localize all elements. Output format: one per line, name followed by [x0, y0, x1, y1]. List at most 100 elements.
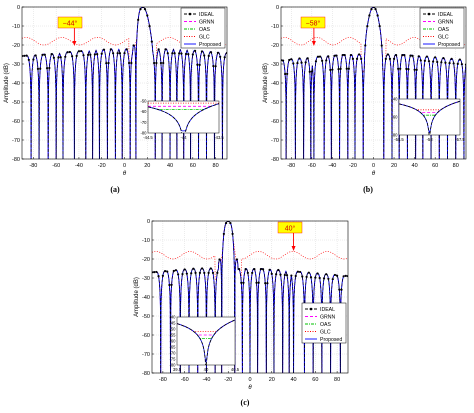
inset-curves: [399, 100, 460, 135]
ideal-marker: [283, 273, 286, 277]
ideal-marker: [314, 60, 318, 63]
inset-series-ideal: [148, 103, 219, 133]
ideal-marker: [378, 25, 381, 28]
ideal-marker: [172, 269, 175, 273]
ideal-marker: [168, 283, 171, 287]
ideal-marker: [77, 50, 81, 53]
ideal-marker: [207, 54, 210, 57]
ideal-marker: [405, 67, 408, 71]
ideal-marker: [89, 53, 92, 56]
x-tick-label: 0: [123, 163, 126, 169]
ideal-marker: [270, 272, 273, 275]
x-tick-label: 40: [167, 163, 173, 169]
y-tick-label: -10: [271, 24, 279, 30]
x-tick-label: 40: [290, 377, 296, 383]
ideal-marker: [125, 48, 128, 51]
x-tick-label: -40: [328, 163, 336, 169]
ideal-marker: [130, 61, 133, 65]
x-tick-label: -40: [75, 163, 83, 169]
ideal-marker: [419, 59, 422, 62]
subfigure-label: (a): [110, 185, 120, 194]
ideal-marker: [275, 273, 278, 276]
y-tick-label: -20: [142, 257, 150, 263]
y-tick-label: 0: [17, 5, 20, 11]
ideal-marker: [335, 54, 338, 57]
ideal-marker: [62, 167, 64, 169]
ideal-marker: [183, 268, 186, 271]
ideal-marker: [218, 258, 221, 261]
legend-marker: [188, 12, 192, 16]
series-glc: [152, 221, 348, 283]
ideal-marker: [316, 272, 319, 275]
ideal-marker: [68, 50, 71, 54]
ideal-marker: [211, 271, 215, 274]
ideal-marker: [235, 258, 239, 261]
x-tick-label: 40: [412, 163, 418, 169]
x-tick-label: -60: [308, 163, 316, 169]
series-glc: [22, 7, 227, 67]
ideal-marker: [351, 57, 355, 60]
ideal-marker: [288, 58, 291, 62]
ideal-marker: [214, 65, 217, 68]
ideal-marker: [139, 8, 142, 11]
inset-y-tick-label: -40: [391, 97, 398, 102]
ideal-marker: [153, 61, 156, 65]
ideal-marker: [364, 44, 367, 47]
null-arrow-head: [311, 41, 316, 46]
ideal-marker: [336, 274, 339, 277]
inset-zoom: -44.5 -44 -43.5 -50 -60 -70 -80: [140, 99, 224, 141]
ideal-marker: [305, 275, 308, 278]
ideal-marker: [177, 273, 180, 276]
ideal-marker: [281, 59, 285, 62]
ideal-marker: [57, 56, 60, 59]
x-tick-label: -60: [181, 377, 189, 383]
ideal-marker: [316, 55, 320, 58]
ideal-marker: [340, 288, 343, 291]
ideal-marker: [337, 67, 340, 71]
ideal-marker: [222, 232, 225, 236]
y-tick-label: -10: [142, 238, 150, 244]
ideal-marker: [277, 268, 280, 272]
inset-y-tick-label: -65: [169, 345, 176, 350]
ideal-marker: [279, 273, 282, 276]
inset-zoom: 39.5 40 40.5 -40-45-50-55-60-65-70-75-80: [169, 315, 239, 373]
y-tick-label: -50: [12, 100, 20, 106]
ideal-marker: [224, 222, 228, 225]
null-arrow-head: [291, 246, 296, 251]
ideal-marker: [255, 281, 258, 284]
y-tick-label: -30: [142, 276, 150, 282]
ideal-marker: [261, 268, 265, 271]
ideal-marker: [296, 270, 300, 273]
x-tick-label: -20: [349, 163, 357, 169]
inset-box: [147, 100, 220, 134]
ideal-marker: [157, 48, 160, 51]
y-tick-label: -40: [271, 81, 279, 87]
legend-label: GRNN: [199, 20, 215, 26]
inset-y-tick-label: -45: [169, 321, 176, 326]
ideal-marker: [251, 271, 254, 274]
ideal-marker: [184, 52, 188, 56]
legend-box: [301, 302, 347, 344]
ideal-marker: [329, 381, 331, 383]
ideal-marker: [194, 49, 197, 52]
inset-series-grnn: [148, 103, 219, 107]
legend-label: GRNN: [320, 315, 336, 321]
ideal-marker: [344, 274, 347, 278]
ideal-marker: [303, 381, 305, 383]
ideal-marker: [380, 44, 383, 47]
inset-series-ideal: [399, 100, 460, 135]
ideal-marker: [407, 67, 410, 71]
ideal-marker: [342, 275, 345, 278]
x-tick-label: 80: [453, 163, 459, 169]
ideal-marker: [66, 51, 69, 54]
ideal-marker: [318, 276, 321, 280]
ideal-marker: [231, 232, 234, 236]
ideal-marker: [50, 53, 53, 56]
ideal-marker: [298, 270, 302, 274]
ideal-marker: [388, 57, 392, 60]
legend-label: OAS: [438, 27, 449, 33]
y-tick-label: -30: [271, 62, 279, 68]
ideal-marker: [155, 270, 158, 274]
legend-label: GLC: [438, 35, 449, 41]
